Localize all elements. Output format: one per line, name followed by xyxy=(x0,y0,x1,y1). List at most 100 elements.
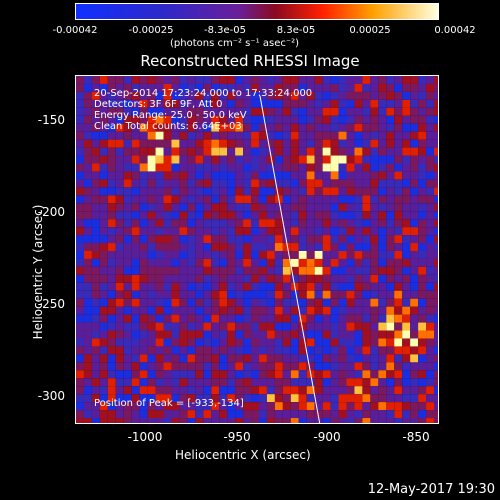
image-pixel xyxy=(314,386,323,395)
image-pixel xyxy=(171,394,180,403)
image-pixel xyxy=(83,83,92,92)
image-pixel xyxy=(123,131,132,140)
image-pixel xyxy=(402,76,411,84)
image-pixel xyxy=(187,314,196,323)
image-pixel xyxy=(155,410,164,419)
image-pixel xyxy=(147,171,156,180)
image-pixel xyxy=(131,195,140,204)
image-pixel xyxy=(290,131,299,140)
image-pixel xyxy=(243,195,252,204)
image-pixel xyxy=(179,338,188,347)
image-pixel xyxy=(418,258,427,267)
image-pixel xyxy=(123,171,132,180)
image-pixel xyxy=(354,386,363,395)
image-pixel xyxy=(298,394,307,403)
image-pixel xyxy=(306,362,315,371)
image-pixel xyxy=(266,76,275,84)
image-pixel xyxy=(211,402,220,411)
image-pixel xyxy=(251,123,259,132)
image-pixel xyxy=(219,354,228,363)
image-pixel xyxy=(362,123,371,132)
image-pixel xyxy=(123,338,132,347)
image-pixel xyxy=(434,338,438,347)
image-pixel xyxy=(258,314,267,323)
image-pixel xyxy=(378,179,387,188)
image-pixel xyxy=(123,330,132,339)
image-pixel xyxy=(171,266,180,275)
image-pixel xyxy=(139,83,148,92)
image-pixel xyxy=(99,147,108,156)
image-pixel xyxy=(115,362,124,371)
image-pixel xyxy=(314,282,323,291)
image-pixel xyxy=(76,418,84,423)
image-pixel xyxy=(274,147,283,156)
image-pixel xyxy=(76,235,84,244)
image-pixel xyxy=(83,131,92,140)
image-pixel xyxy=(386,250,395,259)
image-pixel xyxy=(179,99,188,108)
image-pixel xyxy=(107,338,116,347)
image-pixel xyxy=(99,115,108,124)
image-pixel xyxy=(147,76,156,84)
image-pixel xyxy=(139,131,148,140)
image-pixel xyxy=(386,171,395,180)
image-pixel xyxy=(251,370,259,379)
image-pixel xyxy=(243,370,252,379)
image-pixel xyxy=(322,370,331,379)
image-pixel xyxy=(187,386,196,395)
image-pixel xyxy=(171,139,180,148)
info-energy: Energy Range: 25.0 - 50.0 keV xyxy=(94,110,247,121)
image-pixel xyxy=(290,187,299,196)
image-pixel xyxy=(298,402,307,411)
image-pixel xyxy=(378,235,387,244)
image-pixel xyxy=(99,187,108,196)
image-pixel xyxy=(155,282,164,291)
image-pixel xyxy=(434,123,438,132)
image-pixel xyxy=(258,235,267,244)
image-pixel xyxy=(211,139,220,148)
image-pixel xyxy=(131,219,140,228)
image-pixel xyxy=(290,155,299,164)
image-pixel xyxy=(203,107,212,116)
image-pixel xyxy=(179,370,188,379)
image-pixel xyxy=(314,227,323,236)
image-pixel xyxy=(394,235,403,244)
image-pixel xyxy=(394,123,403,132)
image-pixel xyxy=(227,306,236,315)
image-pixel xyxy=(219,330,228,339)
image-pixel xyxy=(115,131,124,140)
image-pixel xyxy=(354,378,363,387)
image-pixel xyxy=(362,338,371,347)
image-pixel xyxy=(354,195,363,204)
image-pixel xyxy=(410,211,419,220)
image-pixel xyxy=(338,266,347,275)
image-pixel xyxy=(195,290,204,299)
image-pixel xyxy=(251,266,259,275)
image-pixel xyxy=(354,163,363,172)
image-pixel xyxy=(370,211,379,220)
image-pixel xyxy=(99,282,108,291)
image-pixel xyxy=(163,211,172,220)
image-pixel xyxy=(155,394,164,403)
image-pixel xyxy=(314,211,323,220)
image-pixel xyxy=(346,330,355,339)
image-pixel xyxy=(266,219,275,228)
image-pixel xyxy=(418,155,427,164)
image-pixel xyxy=(282,235,291,244)
image-pixel xyxy=(306,322,315,331)
image-pixel xyxy=(219,147,228,156)
image-pixel xyxy=(115,402,124,411)
image-pixel xyxy=(155,219,164,228)
image-pixel xyxy=(83,258,92,267)
image-pixel xyxy=(139,91,148,100)
image-pixel xyxy=(115,107,124,116)
image-pixel xyxy=(147,115,156,124)
image-pixel xyxy=(338,107,347,116)
image-pixel xyxy=(211,211,220,220)
image-pixel xyxy=(251,394,259,403)
image-pixel xyxy=(187,139,196,148)
image-pixel xyxy=(235,235,244,244)
image-pixel xyxy=(227,282,236,291)
image-pixel xyxy=(322,290,331,299)
image-pixel xyxy=(330,410,339,419)
